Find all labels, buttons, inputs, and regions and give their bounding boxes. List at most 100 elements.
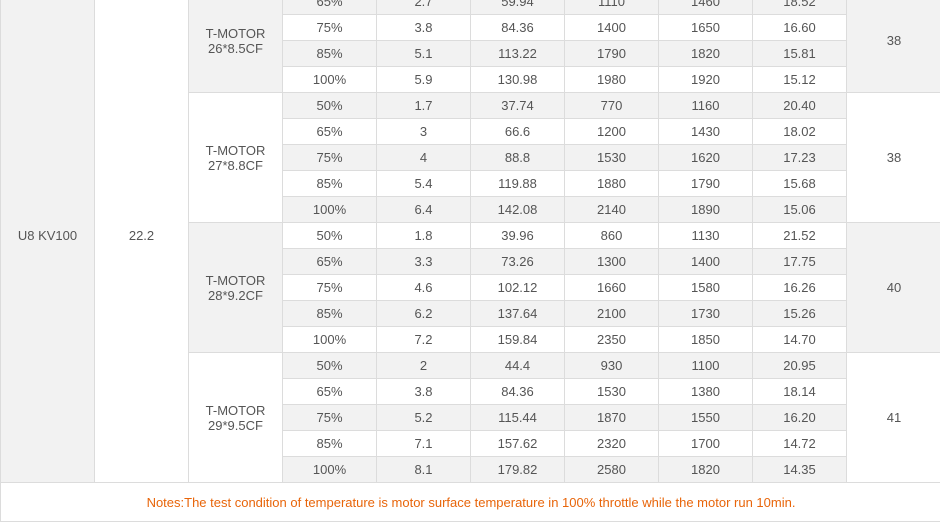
data-cell: 50% xyxy=(282,92,377,119)
data-cell: 65% xyxy=(282,378,377,405)
data-cell: 16.60 xyxy=(752,14,847,41)
table-row: 100% 8.1 179.82 2580 1820 14.35 xyxy=(1,456,940,483)
data-cell: 2320 xyxy=(564,430,659,457)
data-cell: 142.08 xyxy=(470,196,565,223)
data-cell: 1880 xyxy=(564,170,659,197)
data-cell: 3 xyxy=(376,118,471,145)
temperature-cell: 38 xyxy=(846,92,940,223)
data-cell: 770 xyxy=(564,92,659,119)
data-cell: 1920 xyxy=(658,66,753,93)
data-cell: 20.95 xyxy=(752,352,847,379)
data-cell: 1160 xyxy=(658,92,753,119)
data-cell: 1820 xyxy=(658,456,753,483)
data-cell: 14.72 xyxy=(752,430,847,457)
data-cell: 100% xyxy=(282,66,377,93)
data-cell: 4.6 xyxy=(376,274,471,301)
data-cell: 16.26 xyxy=(752,274,847,301)
data-cell: 157.62 xyxy=(470,430,565,457)
data-cell: 1400 xyxy=(658,248,753,275)
data-cell: 100% xyxy=(282,456,377,483)
notes-row: Notes:The test condition of temperature … xyxy=(0,482,940,522)
propeller-label-line: T-MOTOR xyxy=(205,25,266,41)
data-cell: 1100 xyxy=(658,352,753,379)
data-cell: 85% xyxy=(282,40,377,67)
data-cell: 44.4 xyxy=(470,352,565,379)
voltage-cell: 22.2 xyxy=(94,0,189,483)
data-cell: 5.1 xyxy=(376,40,471,67)
data-cell: 2350 xyxy=(564,326,659,353)
table-row: 75% 5.2 115.44 1870 1550 16.20 xyxy=(1,404,940,431)
temperature-cell: 40 xyxy=(846,222,940,353)
data-cell: 15.06 xyxy=(752,196,847,223)
data-cell: 159.84 xyxy=(470,326,565,353)
data-cell: 14.70 xyxy=(752,326,847,353)
data-cell: 100% xyxy=(282,326,377,353)
propeller-cell: T-MOTOR 28*9.2CF xyxy=(188,222,283,353)
table-row: 75% 4.6 102.12 1660 1580 16.26 xyxy=(1,274,940,301)
temperature-cell: 38 xyxy=(846,0,940,93)
table-row: 100% 5.9 130.98 1980 1920 15.12 xyxy=(1,66,940,93)
data-cell: 1580 xyxy=(658,274,753,301)
data-cell: 84.36 xyxy=(470,378,565,405)
data-cell: 85% xyxy=(282,300,377,327)
notes-text: Notes:The test condition of temperature … xyxy=(0,482,940,522)
data-cell: 2140 xyxy=(564,196,659,223)
propeller-label-line: 28*9.2CF xyxy=(208,287,263,303)
table-row: 100% 6.4 142.08 2140 1890 15.06 xyxy=(1,196,940,223)
data-cell: 17.23 xyxy=(752,144,847,171)
data-cell: 85% xyxy=(282,430,377,457)
data-cell: 59.94 xyxy=(470,0,565,15)
data-cell: 1850 xyxy=(658,326,753,353)
data-cell: 88.8 xyxy=(470,144,565,171)
data-cell: 50% xyxy=(282,222,377,249)
propeller-label-line: 29*9.5CF xyxy=(208,417,263,433)
data-cell: 3.3 xyxy=(376,248,471,275)
data-cell: 3.8 xyxy=(376,378,471,405)
temperature-cell: 41 xyxy=(846,352,940,483)
data-cell: 1790 xyxy=(564,40,659,67)
data-cell: 6.2 xyxy=(376,300,471,327)
data-cell: 15.81 xyxy=(752,40,847,67)
propeller-label-line: 26*8.5CF xyxy=(208,40,263,56)
data-cell: 75% xyxy=(282,274,377,301)
data-cell: 20.40 xyxy=(752,92,847,119)
data-cell: 15.12 xyxy=(752,66,847,93)
data-cell: 1660 xyxy=(564,274,659,301)
data-cell: 1530 xyxy=(564,144,659,171)
data-cell: 102.12 xyxy=(470,274,565,301)
propeller-label-line: T-MOTOR xyxy=(205,142,266,158)
data-cell: 130.98 xyxy=(470,66,565,93)
table-row: 65% 3.8 84.36 1530 1380 18.14 xyxy=(1,378,940,405)
table-row: T-MOTOR 27*8.8CF 50% 1.7 37.74 770 1160 20.40 38 xyxy=(1,92,940,223)
data-cell: 2.7 xyxy=(376,0,471,15)
data-cell: 179.82 xyxy=(470,456,565,483)
data-cell: 1700 xyxy=(658,430,753,457)
data-cell: 2580 xyxy=(564,456,659,483)
data-cell: 1200 xyxy=(564,118,659,145)
data-cell: 1110 xyxy=(564,0,659,15)
data-cell: 2100 xyxy=(564,300,659,327)
table-row: 85% 5.1 113.22 1790 1820 15.81 xyxy=(1,40,940,67)
data-cell: 7.2 xyxy=(376,326,471,353)
data-cell: 15.26 xyxy=(752,300,847,327)
data-cell: 50% xyxy=(282,352,377,379)
data-cell: 84.36 xyxy=(470,14,565,41)
data-cell: 16.20 xyxy=(752,404,847,431)
data-cell: 39.96 xyxy=(470,222,565,249)
data-cell: 115.44 xyxy=(470,404,565,431)
data-cell: 14.35 xyxy=(752,456,847,483)
data-cell: 2 xyxy=(376,352,471,379)
data-cell: 860 xyxy=(564,222,659,249)
data-cell: 65% xyxy=(282,248,377,275)
data-cell: 1130 xyxy=(658,222,753,249)
data-cell: 1820 xyxy=(658,40,753,67)
table-row: 85% 6.2 137.64 2100 1730 15.26 xyxy=(1,300,940,327)
data-cell: 15.68 xyxy=(752,170,847,197)
data-cell: 1890 xyxy=(658,196,753,223)
data-cell: 21.52 xyxy=(752,222,847,249)
table-row: 85% 5.4 119.88 1880 1790 15.68 xyxy=(1,170,940,197)
data-cell: 65% xyxy=(282,118,377,145)
data-cell: 8.1 xyxy=(376,456,471,483)
